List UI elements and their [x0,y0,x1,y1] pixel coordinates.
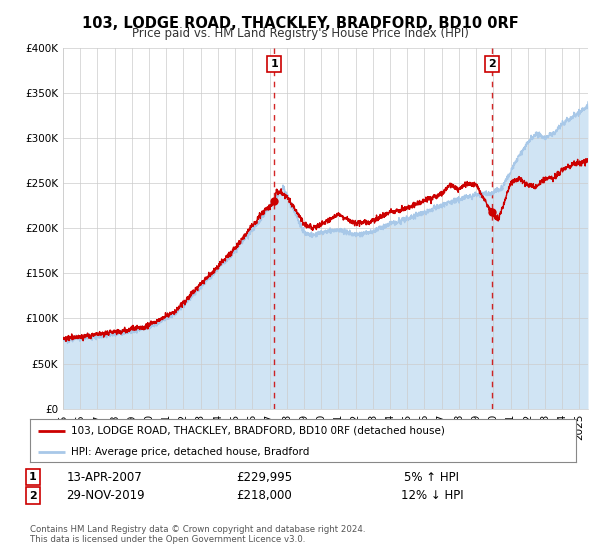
Text: HPI: Average price, detached house, Bradford: HPI: Average price, detached house, Brad… [71,447,310,456]
Text: 103, LODGE ROAD, THACKLEY, BRADFORD, BD10 0RF: 103, LODGE ROAD, THACKLEY, BRADFORD, BD1… [82,16,518,31]
Text: 103, LODGE ROAD, THACKLEY, BRADFORD, BD10 0RF (detached house): 103, LODGE ROAD, THACKLEY, BRADFORD, BD1… [71,426,445,436]
Text: £218,000: £218,000 [236,489,292,502]
Text: This data is licensed under the Open Government Licence v3.0.: This data is licensed under the Open Gov… [30,535,305,544]
Text: Price paid vs. HM Land Registry's House Price Index (HPI): Price paid vs. HM Land Registry's House … [131,27,469,40]
Text: 1: 1 [271,59,278,69]
Text: 29-NOV-2019: 29-NOV-2019 [65,489,145,502]
Text: 2: 2 [488,59,496,69]
Text: 13-APR-2007: 13-APR-2007 [67,470,143,484]
Text: 1: 1 [29,472,37,482]
Text: Contains HM Land Registry data © Crown copyright and database right 2024.: Contains HM Land Registry data © Crown c… [30,525,365,534]
Text: £229,995: £229,995 [236,470,292,484]
Text: 2: 2 [29,491,37,501]
Text: 12% ↓ HPI: 12% ↓ HPI [401,489,463,502]
Text: 5% ↑ HPI: 5% ↑ HPI [404,470,460,484]
